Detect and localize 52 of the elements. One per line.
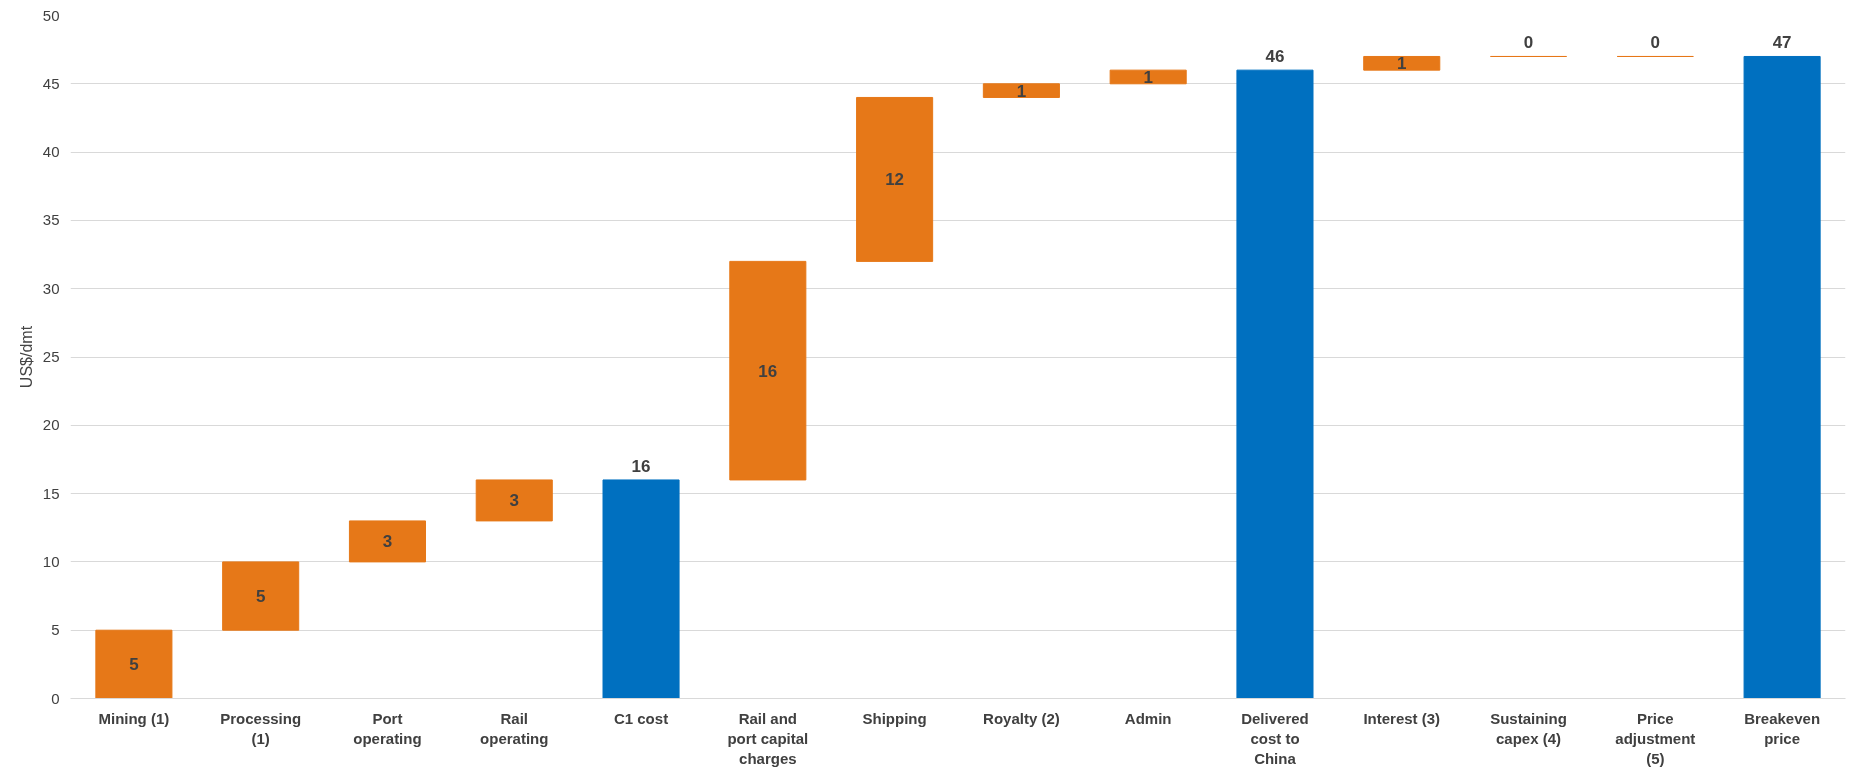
y-axis-title: US$/dmt bbox=[17, 325, 35, 389]
x-tick-label: Sustaining capex (4) bbox=[1490, 709, 1567, 747]
bar bbox=[1236, 69, 1314, 699]
bar bbox=[1743, 55, 1821, 699]
bar bbox=[856, 96, 934, 262]
x-tick-label: Royalty (2) bbox=[983, 709, 1060, 727]
x-tick-label: Interest (3) bbox=[1363, 709, 1441, 727]
bar bbox=[729, 260, 807, 481]
y-tick-label: 45 bbox=[42, 74, 60, 92]
x-tick-label: Price adjustment (5) bbox=[1615, 709, 1696, 768]
data-label: 16 bbox=[758, 361, 778, 381]
data-label: 1 bbox=[1016, 81, 1027, 101]
y-tick-label: 15 bbox=[42, 484, 60, 502]
data-label: 1 bbox=[1143, 67, 1153, 87]
x-tick-label: Port operating bbox=[353, 709, 422, 747]
data-label: 16 bbox=[631, 456, 651, 476]
x-tick-label: Delivered cost to China bbox=[1241, 709, 1309, 768]
x-tick-label: Shipping bbox=[862, 709, 927, 727]
x-tick-label: Rail and port capital charges bbox=[727, 709, 809, 768]
data-label: 3 bbox=[509, 491, 519, 511]
bar bbox=[1363, 55, 1441, 71]
bar bbox=[602, 479, 680, 699]
bar bbox=[982, 83, 1060, 98]
data-label: 5 bbox=[255, 587, 266, 607]
y-tick-label: 50 bbox=[42, 6, 60, 24]
bar bbox=[222, 561, 300, 631]
y-tick-label: 30 bbox=[42, 279, 60, 297]
data-label: 3 bbox=[382, 532, 393, 552]
y-tick-label: 25 bbox=[42, 348, 60, 365]
y-tick-label: 35 bbox=[42, 211, 60, 229]
data-label: 12 bbox=[885, 170, 905, 190]
x-tick-label: Breakeven price bbox=[1744, 709, 1821, 747]
bar bbox=[1109, 69, 1187, 85]
bar bbox=[475, 479, 553, 522]
bar bbox=[95, 629, 173, 699]
data-label: 47 bbox=[1772, 33, 1792, 53]
x-tick-label: C1 cost bbox=[613, 709, 669, 727]
bar bbox=[348, 520, 426, 563]
data-label: 0 bbox=[1523, 33, 1534, 53]
data-label: 1 bbox=[1397, 54, 1407, 74]
y-tick-label: 0 bbox=[51, 689, 60, 707]
y-tick-label: 10 bbox=[42, 552, 60, 570]
y-tick-label: 20 bbox=[42, 416, 60, 434]
y-tick-label: 40 bbox=[42, 143, 60, 161]
data-label: 5 bbox=[129, 655, 139, 675]
y-tick-label: 5 bbox=[51, 621, 60, 639]
data-label: 0 bbox=[1650, 33, 1661, 53]
x-tick-label: Mining (1) bbox=[98, 709, 170, 727]
x-tick-label: Admin bbox=[1124, 709, 1172, 727]
x-tick-label: Rail operating bbox=[480, 709, 549, 747]
x-tick-label: Processing (1) bbox=[220, 709, 302, 747]
data-label: 46 bbox=[1265, 46, 1285, 66]
